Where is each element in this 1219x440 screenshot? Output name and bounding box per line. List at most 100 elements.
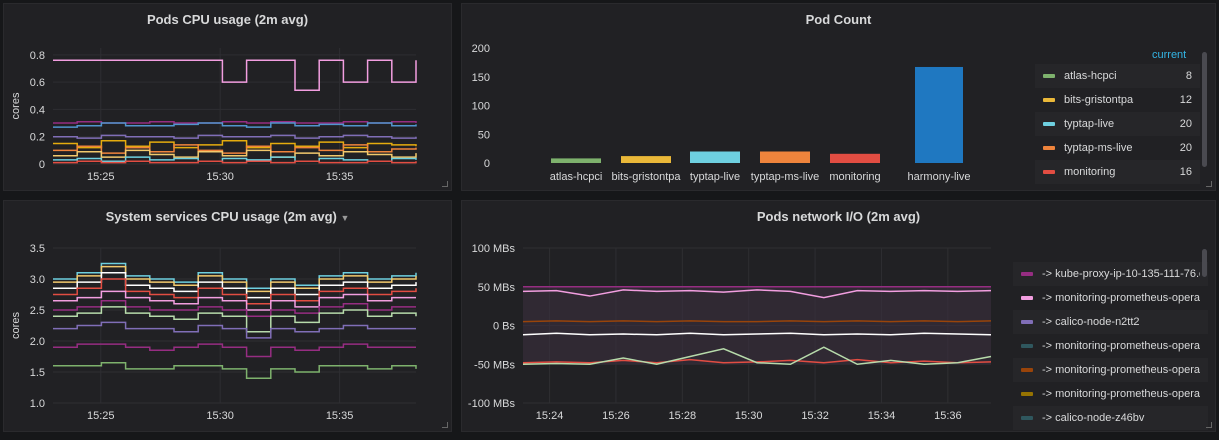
series-line [53, 290, 416, 311]
pod-count-chart: 0 50 100 150 200 atlas-hcpci bits-gristontpa ty… [472, 43, 971, 183]
series-color-swatch[interactable] [1043, 74, 1055, 78]
legend-item[interactable]: atlas-hcpci 8 [1035, 64, 1200, 88]
y-tick-label: 0.8 [30, 50, 45, 62]
x-tick-label: typtap-live [690, 171, 740, 183]
series-color-swatch[interactable] [1043, 146, 1055, 150]
legend-item-name: monitoring [1064, 166, 1116, 178]
series-line [53, 134, 417, 139]
y-tick-label: -50 MBs [474, 359, 515, 371]
series-color-swatch[interactable] [1043, 170, 1055, 174]
series-line [53, 122, 417, 128]
series-color-swatch[interactable] [1021, 392, 1033, 396]
y-tick-label: 3.0 [30, 274, 45, 286]
legend-header-current[interactable]: current [1152, 49, 1187, 61]
x-tick-label: harmony-live [908, 171, 971, 183]
legend-item-name: typtap-ms-live [1064, 142, 1133, 154]
pods-cpu-chart: 0 0.2 0.4 0.6 0.8 15:25 15:30 15:35 cores [10, 48, 417, 183]
resize-handle[interactable] [1206, 422, 1212, 428]
legend-scrollbar[interactable] [1202, 249, 1207, 277]
x-tick-label: 15:24 [536, 410, 564, 422]
y-tick-label: 2.0 [30, 336, 45, 348]
x-tick-label: 15:25 [87, 171, 115, 183]
legend-item-value: 20 [1179, 142, 1192, 154]
series-line [53, 343, 416, 358]
legend-item-name: -> kube-proxy-ip-10-135-111-76.e [1042, 268, 1200, 280]
x-tick-label: 15:30 [206, 171, 234, 183]
y-tick-label: 0 [39, 159, 45, 171]
y-tick-label: 50 [478, 129, 490, 141]
legend-item[interactable]: -> calico-node-n2tt2 [1013, 310, 1208, 334]
legend-item-value: 8 [1185, 70, 1192, 82]
series-color-swatch[interactable] [1021, 272, 1033, 276]
series-line [522, 289, 992, 299]
y-tick-label: 200 [472, 43, 490, 55]
series-color-swatch[interactable] [1021, 320, 1033, 324]
y-axis-label: cores [10, 312, 22, 339]
resize-handle[interactable] [442, 422, 448, 428]
series-line [522, 346, 992, 366]
x-tick-label: typtap-ms-live [751, 171, 819, 183]
series-color-swatch[interactable] [1043, 122, 1055, 126]
legend-item-name: -> monitoring-prometheus-operato [1042, 340, 1200, 352]
x-tick-label: 15:36 [934, 410, 962, 422]
panel-title[interactable]: System services CPU usage (2m avg) ▼ [4, 209, 451, 224]
x-tick-label: 15:25 [87, 410, 115, 422]
x-tick-label: 15:35 [326, 171, 354, 183]
y-axis-label: cores [10, 92, 22, 119]
series-line [53, 160, 417, 164]
x-tick-label: 15:26 [602, 410, 630, 422]
series-line [522, 332, 992, 336]
panel-title[interactable]: Pods CPU usage (2m avg) [146, 12, 309, 27]
pod-count-legend: atlas-hcpci 8 bits-gristontpa 12 typtap-live… [1035, 64, 1200, 184]
system-cpu-chart: 1.0 1.5 2.0 2.5 3.0 3.5 15:25 15:30 15:35 cores [10, 243, 417, 422]
panel-title[interactable]: Pod Count [805, 12, 872, 27]
resize-handle[interactable] [1206, 181, 1212, 187]
legend-item-name: -> monitoring-prometheus-operato [1042, 292, 1200, 304]
series-color-swatch[interactable] [1043, 98, 1055, 102]
chevron-down-icon[interactable]: ▼ [340, 213, 350, 223]
x-tick-label: monitoring [829, 171, 880, 183]
legend-item-name: -> monitoring-prometheus-operato [1042, 364, 1200, 376]
bar [760, 151, 810, 163]
series-color-swatch[interactable] [1021, 296, 1033, 300]
x-tick-label: atlas-hcpci [550, 171, 603, 183]
legend-scrollbar[interactable] [1202, 52, 1207, 167]
bar [915, 66, 963, 163]
panel-title[interactable]: Pods network I/O (2m avg) [756, 209, 921, 224]
legend-item[interactable]: monitoring 16 [1035, 160, 1200, 184]
y-tick-label: 50 MBs [478, 282, 516, 294]
series-color-swatch[interactable] [1021, 344, 1033, 348]
series-line [522, 320, 992, 323]
legend-item[interactable]: -> calico-node-z46bv [1013, 406, 1208, 430]
legend-item[interactable]: -> monitoring-prometheus-operato [1013, 382, 1208, 406]
legend-item-name: -> calico-node-z46bv [1042, 412, 1145, 424]
legend-item[interactable]: typtap-live 20 [1035, 112, 1200, 136]
legend-item[interactable]: bits-gristontpa 12 [1035, 88, 1200, 112]
bar [551, 158, 601, 163]
y-tick-label: 100 [472, 101, 490, 113]
series-line [53, 299, 416, 317]
legend-item-name: typtap-live [1064, 118, 1115, 130]
series-color-swatch[interactable] [1021, 416, 1033, 420]
y-tick-label: -100 MBs [468, 398, 516, 410]
legend-item[interactable]: -> monitoring-prometheus-operato [1013, 358, 1208, 382]
series-line [53, 321, 416, 339]
network-legend: -> kube-proxy-ip-10-135-111-76.e -> monit… [1013, 262, 1208, 430]
series-line [53, 361, 417, 379]
legend-item-value: 20 [1179, 118, 1192, 130]
resize-handle[interactable] [442, 181, 448, 187]
network-io-panel: Pods network I/O (2m avg) -100 MBs -50 MB… [461, 200, 1216, 432]
legend-item[interactable]: -> monitoring-prometheus-operato [1013, 334, 1208, 358]
legend-item[interactable]: -> monitoring-prometheus-operato [1013, 286, 1208, 310]
y-tick-label: 0 Bs [493, 321, 516, 333]
x-tick-label: 15:30 [735, 410, 763, 422]
y-tick-label: 0.6 [30, 77, 45, 89]
legend-item-value: 12 [1179, 94, 1192, 106]
series-line [53, 59, 417, 92]
series-line [53, 262, 417, 290]
series-color-swatch[interactable] [1021, 368, 1033, 372]
area-fill [523, 286, 991, 365]
legend-item-name: -> monitoring-prometheus-operato [1042, 388, 1200, 400]
legend-item[interactable]: -> kube-proxy-ip-10-135-111-76.e [1013, 262, 1208, 286]
legend-item[interactable]: typtap-ms-live 20 [1035, 136, 1200, 160]
